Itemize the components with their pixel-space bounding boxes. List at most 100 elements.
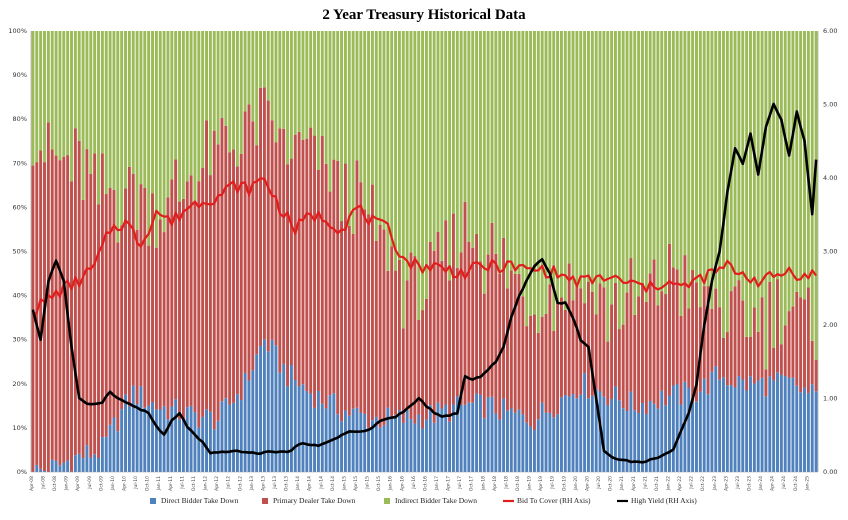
auction-bar — [756, 31, 760, 472]
primary-dealer-segment — [675, 269, 679, 384]
direct-bidder-segment — [162, 406, 166, 472]
auction-bar — [347, 31, 351, 472]
direct-bidder-segment — [768, 376, 772, 472]
auction-bar — [486, 31, 490, 472]
primary-dealer-segment — [571, 300, 575, 394]
primary-dealer-segment — [687, 308, 691, 388]
x-tick-label: Jul-13 — [272, 476, 278, 490]
right-axis: 0.00 1.00 2.00 3.00 4.00 5.00 6.00 — [817, 27, 837, 476]
auction-bar — [575, 31, 579, 472]
auction-bar — [482, 31, 486, 472]
legend-swatch — [150, 498, 156, 504]
legend-label: Indirect Bidder Take Down — [395, 496, 477, 505]
auction-bar — [108, 31, 112, 472]
indirect-bidder-segment — [108, 31, 112, 188]
direct-bidder-segment — [637, 412, 641, 472]
auction-bar — [610, 31, 614, 472]
auction-bar — [806, 31, 810, 472]
indirect-bidder-segment — [590, 31, 594, 292]
auction-bar — [139, 31, 143, 472]
auction-bar — [73, 31, 77, 472]
direct-bidder-segment — [232, 402, 236, 472]
primary-dealer-segment — [494, 253, 498, 414]
auction-bar — [644, 31, 648, 472]
primary-dealer-segment — [710, 308, 714, 372]
indirect-bidder-segment — [579, 31, 583, 289]
primary-dealer-segment — [633, 314, 637, 411]
x-tick-label: Oct-15 — [376, 476, 382, 491]
direct-bidder-segment — [714, 366, 718, 472]
indirect-bidder-segment — [351, 31, 355, 234]
indirect-bidder-segment — [104, 31, 108, 195]
indirect-bidder-segment — [43, 31, 46, 163]
indirect-bidder-segment — [54, 31, 58, 156]
auction-bar — [112, 31, 116, 472]
primary-dealer-segment — [216, 144, 220, 421]
primary-dealer-segment — [563, 309, 567, 396]
auction-bar — [278, 31, 282, 472]
auction-bar — [467, 31, 471, 472]
direct-bidder-segment — [35, 464, 39, 472]
primary-dealer-segment — [50, 149, 54, 460]
primary-dealer-segment — [297, 131, 301, 387]
direct-bidder-segment — [247, 380, 251, 472]
indirect-bidder-segment — [85, 31, 89, 150]
x-tick-label: Jan-15 — [341, 476, 347, 491]
auction-bar — [668, 31, 671, 472]
auction-bar — [814, 31, 818, 472]
primary-dealer-segment — [451, 213, 455, 405]
indirect-bidder-segment — [783, 31, 787, 326]
x-tick-label: Oct-16 — [422, 476, 428, 491]
indirect-bidder-segment — [710, 31, 714, 309]
direct-bidder-segment — [297, 386, 301, 472]
primary-dealer-segment — [228, 152, 232, 405]
indirect-bidder-segment — [559, 31, 563, 298]
indirect-bidder-segment — [255, 31, 259, 146]
primary-dealer-segment — [756, 331, 760, 381]
direct-bidder-segment — [77, 453, 81, 472]
indirect-bidder-segment — [316, 31, 320, 170]
primary-dealer-segment — [776, 279, 779, 373]
indirect-bidder-segment — [648, 31, 652, 274]
line-series-group — [31, 102, 818, 464]
x-tick-label: Oct-14 — [330, 476, 336, 491]
indirect-bidder-segment — [232, 31, 236, 150]
x-tick-label: Oct-12 — [237, 476, 243, 491]
left-tick-label: 10% — [13, 424, 27, 432]
x-tick-label: Jul-14 — [318, 476, 324, 490]
direct-bidder-segment — [432, 422, 436, 472]
direct-bidder-segment — [505, 410, 509, 472]
direct-bidder-segment — [579, 394, 583, 472]
direct-bidder-segment — [540, 402, 544, 472]
indirect-bidder-segment — [390, 31, 394, 247]
primary-dealer-segment — [301, 139, 305, 385]
auction-bar — [224, 31, 228, 472]
primary-dealer-segment — [583, 303, 587, 374]
indirect-bidder-segment — [363, 31, 367, 210]
direct-bidder-segment — [617, 400, 621, 472]
indirect-bidder-segment — [803, 31, 806, 300]
x-tick-label: Oct-23 — [746, 476, 752, 491]
indirect-bidder-segment — [397, 31, 401, 260]
primary-dealer-segment — [274, 142, 278, 346]
auction-bar — [328, 31, 332, 472]
indirect-bidder-segment — [301, 31, 305, 140]
indirect-bidder-segment — [695, 31, 698, 283]
auction-bar — [131, 31, 135, 472]
auction-bar — [471, 31, 475, 472]
primary-dealer-segment — [760, 297, 764, 378]
x-tick-label: Jul-12 — [226, 476, 232, 490]
indirect-bidder-segment — [428, 31, 432, 242]
primary-dealer-segment — [135, 229, 139, 404]
primary-dealer-segment — [475, 234, 479, 394]
direct-bidder-segment — [158, 409, 162, 472]
indirect-bidder-segment — [644, 31, 648, 302]
indirect-bidder-segment — [262, 31, 266, 88]
indirect-bidder-segment — [502, 31, 506, 238]
x-tick-label: Apr-11 — [168, 476, 174, 491]
primary-dealer-segment — [544, 313, 548, 413]
legend-label: High Yield (RH Axis) — [631, 496, 697, 505]
auction-bar — [776, 31, 779, 472]
direct-bidder-segment — [718, 379, 722, 472]
indirect-bidder-segment — [448, 31, 452, 281]
